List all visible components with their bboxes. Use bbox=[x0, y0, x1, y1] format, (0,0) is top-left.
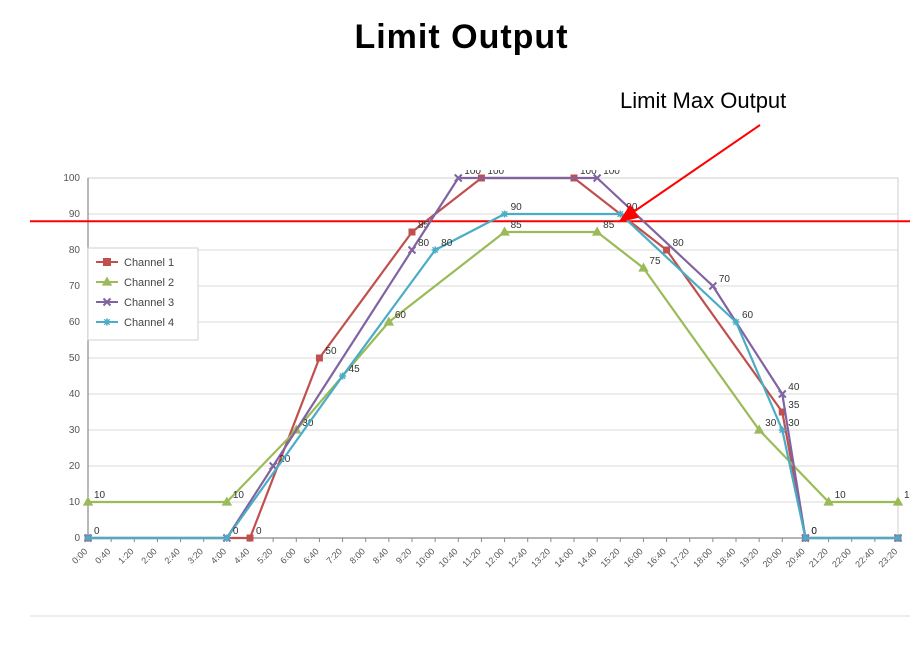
svg-text:100: 100 bbox=[603, 170, 620, 177]
svg-text:Channel 1: Channel 1 bbox=[124, 257, 174, 269]
svg-text:10: 10 bbox=[233, 490, 245, 501]
svg-text:6:40: 6:40 bbox=[301, 546, 320, 565]
svg-text:16:00: 16:00 bbox=[622, 546, 645, 569]
svg-text:20:40: 20:40 bbox=[784, 546, 807, 569]
svg-text:40: 40 bbox=[788, 382, 800, 393]
svg-text:90: 90 bbox=[626, 202, 638, 213]
svg-text:0: 0 bbox=[256, 526, 262, 537]
svg-text:20:00: 20:00 bbox=[761, 546, 784, 569]
svg-text:22:00: 22:00 bbox=[830, 546, 853, 569]
svg-text:18:00: 18:00 bbox=[691, 546, 714, 569]
svg-text:6:00: 6:00 bbox=[278, 546, 297, 565]
svg-text:12:40: 12:40 bbox=[506, 546, 529, 569]
svg-text:30: 30 bbox=[69, 425, 81, 436]
series-channel-2: 10 10 30 60 85 85 75 30 10 10 bbox=[84, 220, 910, 505]
svg-text:11:20: 11:20 bbox=[460, 546, 483, 569]
svg-text:80: 80 bbox=[441, 238, 453, 249]
chart-legend: Channel 1 Channel 2 Channel 3 Channel 4 bbox=[88, 248, 198, 340]
svg-text:10: 10 bbox=[94, 490, 106, 501]
svg-text:70: 70 bbox=[69, 281, 81, 292]
svg-text:0: 0 bbox=[811, 526, 817, 537]
svg-text:0:40: 0:40 bbox=[93, 546, 112, 565]
svg-text:4:00: 4:00 bbox=[209, 546, 228, 565]
svg-text:100: 100 bbox=[487, 170, 504, 177]
svg-text:40: 40 bbox=[69, 389, 81, 400]
series-channel-3: 20801001007040 bbox=[85, 170, 902, 542]
svg-text:3:20: 3:20 bbox=[186, 546, 205, 565]
svg-text:30: 30 bbox=[788, 418, 800, 429]
series-channel-4: 0 45 80 90 90 60 30 0 bbox=[85, 202, 902, 542]
svg-text:Channel 3: Channel 3 bbox=[124, 297, 174, 309]
svg-text:4:40: 4:40 bbox=[232, 546, 251, 565]
svg-text:70: 70 bbox=[719, 274, 731, 285]
limit-annotation-text: Limit Max Output bbox=[620, 88, 786, 114]
svg-text:10: 10 bbox=[69, 497, 81, 508]
svg-text:60: 60 bbox=[395, 310, 407, 321]
svg-text:22:40: 22:40 bbox=[853, 546, 876, 569]
svg-text:Channel 2: Channel 2 bbox=[124, 277, 174, 289]
svg-text:14:00: 14:00 bbox=[552, 546, 575, 569]
chart-container: 01020304050607080901000:000:401:202:002:… bbox=[30, 170, 910, 630]
svg-text:35: 35 bbox=[788, 400, 800, 411]
page-title: Limit Output bbox=[0, 18, 923, 57]
svg-text:0:00: 0:00 bbox=[70, 546, 89, 565]
svg-text:10: 10 bbox=[835, 490, 847, 501]
svg-text:90: 90 bbox=[69, 209, 81, 220]
svg-text:20: 20 bbox=[69, 461, 81, 472]
svg-text:19:20: 19:20 bbox=[738, 546, 761, 569]
svg-text:60: 60 bbox=[742, 310, 754, 321]
svg-text:14:40: 14:40 bbox=[576, 546, 599, 569]
svg-text:2:00: 2:00 bbox=[139, 546, 158, 565]
svg-text:9:20: 9:20 bbox=[394, 546, 413, 565]
svg-text:7:20: 7:20 bbox=[325, 546, 344, 565]
svg-text:8:00: 8:00 bbox=[348, 546, 367, 565]
svg-text:80: 80 bbox=[418, 238, 430, 249]
svg-text:21:20: 21:20 bbox=[807, 546, 830, 569]
svg-text:16:40: 16:40 bbox=[645, 546, 668, 569]
svg-text:80: 80 bbox=[69, 245, 81, 256]
svg-text:0: 0 bbox=[74, 533, 80, 544]
svg-text:75: 75 bbox=[649, 256, 661, 267]
svg-text:50: 50 bbox=[325, 346, 337, 357]
limit-output-chart: 01020304050607080901000:000:401:202:002:… bbox=[30, 170, 910, 630]
svg-text:100: 100 bbox=[63, 173, 80, 184]
svg-text:10: 10 bbox=[904, 490, 910, 501]
svg-text:12:00: 12:00 bbox=[483, 546, 506, 569]
svg-text:17:20: 17:20 bbox=[668, 546, 691, 569]
svg-text:1:20: 1:20 bbox=[116, 546, 135, 565]
svg-text:15:20: 15:20 bbox=[599, 546, 622, 569]
svg-text:13:20: 13:20 bbox=[529, 546, 552, 569]
svg-text:10:40: 10:40 bbox=[437, 546, 460, 569]
svg-text:5:20: 5:20 bbox=[255, 546, 274, 565]
svg-text:18:40: 18:40 bbox=[714, 546, 737, 569]
svg-text:10:00: 10:00 bbox=[414, 546, 437, 569]
series-channel-1: 00508510010080350 bbox=[85, 170, 901, 541]
svg-text:85: 85 bbox=[603, 220, 615, 231]
svg-text:0: 0 bbox=[233, 526, 239, 537]
svg-text:2:40: 2:40 bbox=[163, 546, 182, 565]
svg-text:60: 60 bbox=[69, 317, 81, 328]
svg-text:85: 85 bbox=[511, 220, 523, 231]
svg-text:23:20: 23:20 bbox=[876, 546, 899, 569]
svg-text:50: 50 bbox=[69, 353, 81, 364]
svg-text:8:40: 8:40 bbox=[371, 546, 390, 565]
svg-text:45: 45 bbox=[349, 364, 361, 375]
svg-text:80: 80 bbox=[673, 238, 685, 249]
svg-text:30: 30 bbox=[765, 418, 777, 429]
svg-text:100: 100 bbox=[464, 170, 481, 177]
svg-text:90: 90 bbox=[511, 202, 523, 213]
svg-text:Channel 4: Channel 4 bbox=[124, 317, 174, 329]
svg-text:0: 0 bbox=[94, 526, 100, 537]
